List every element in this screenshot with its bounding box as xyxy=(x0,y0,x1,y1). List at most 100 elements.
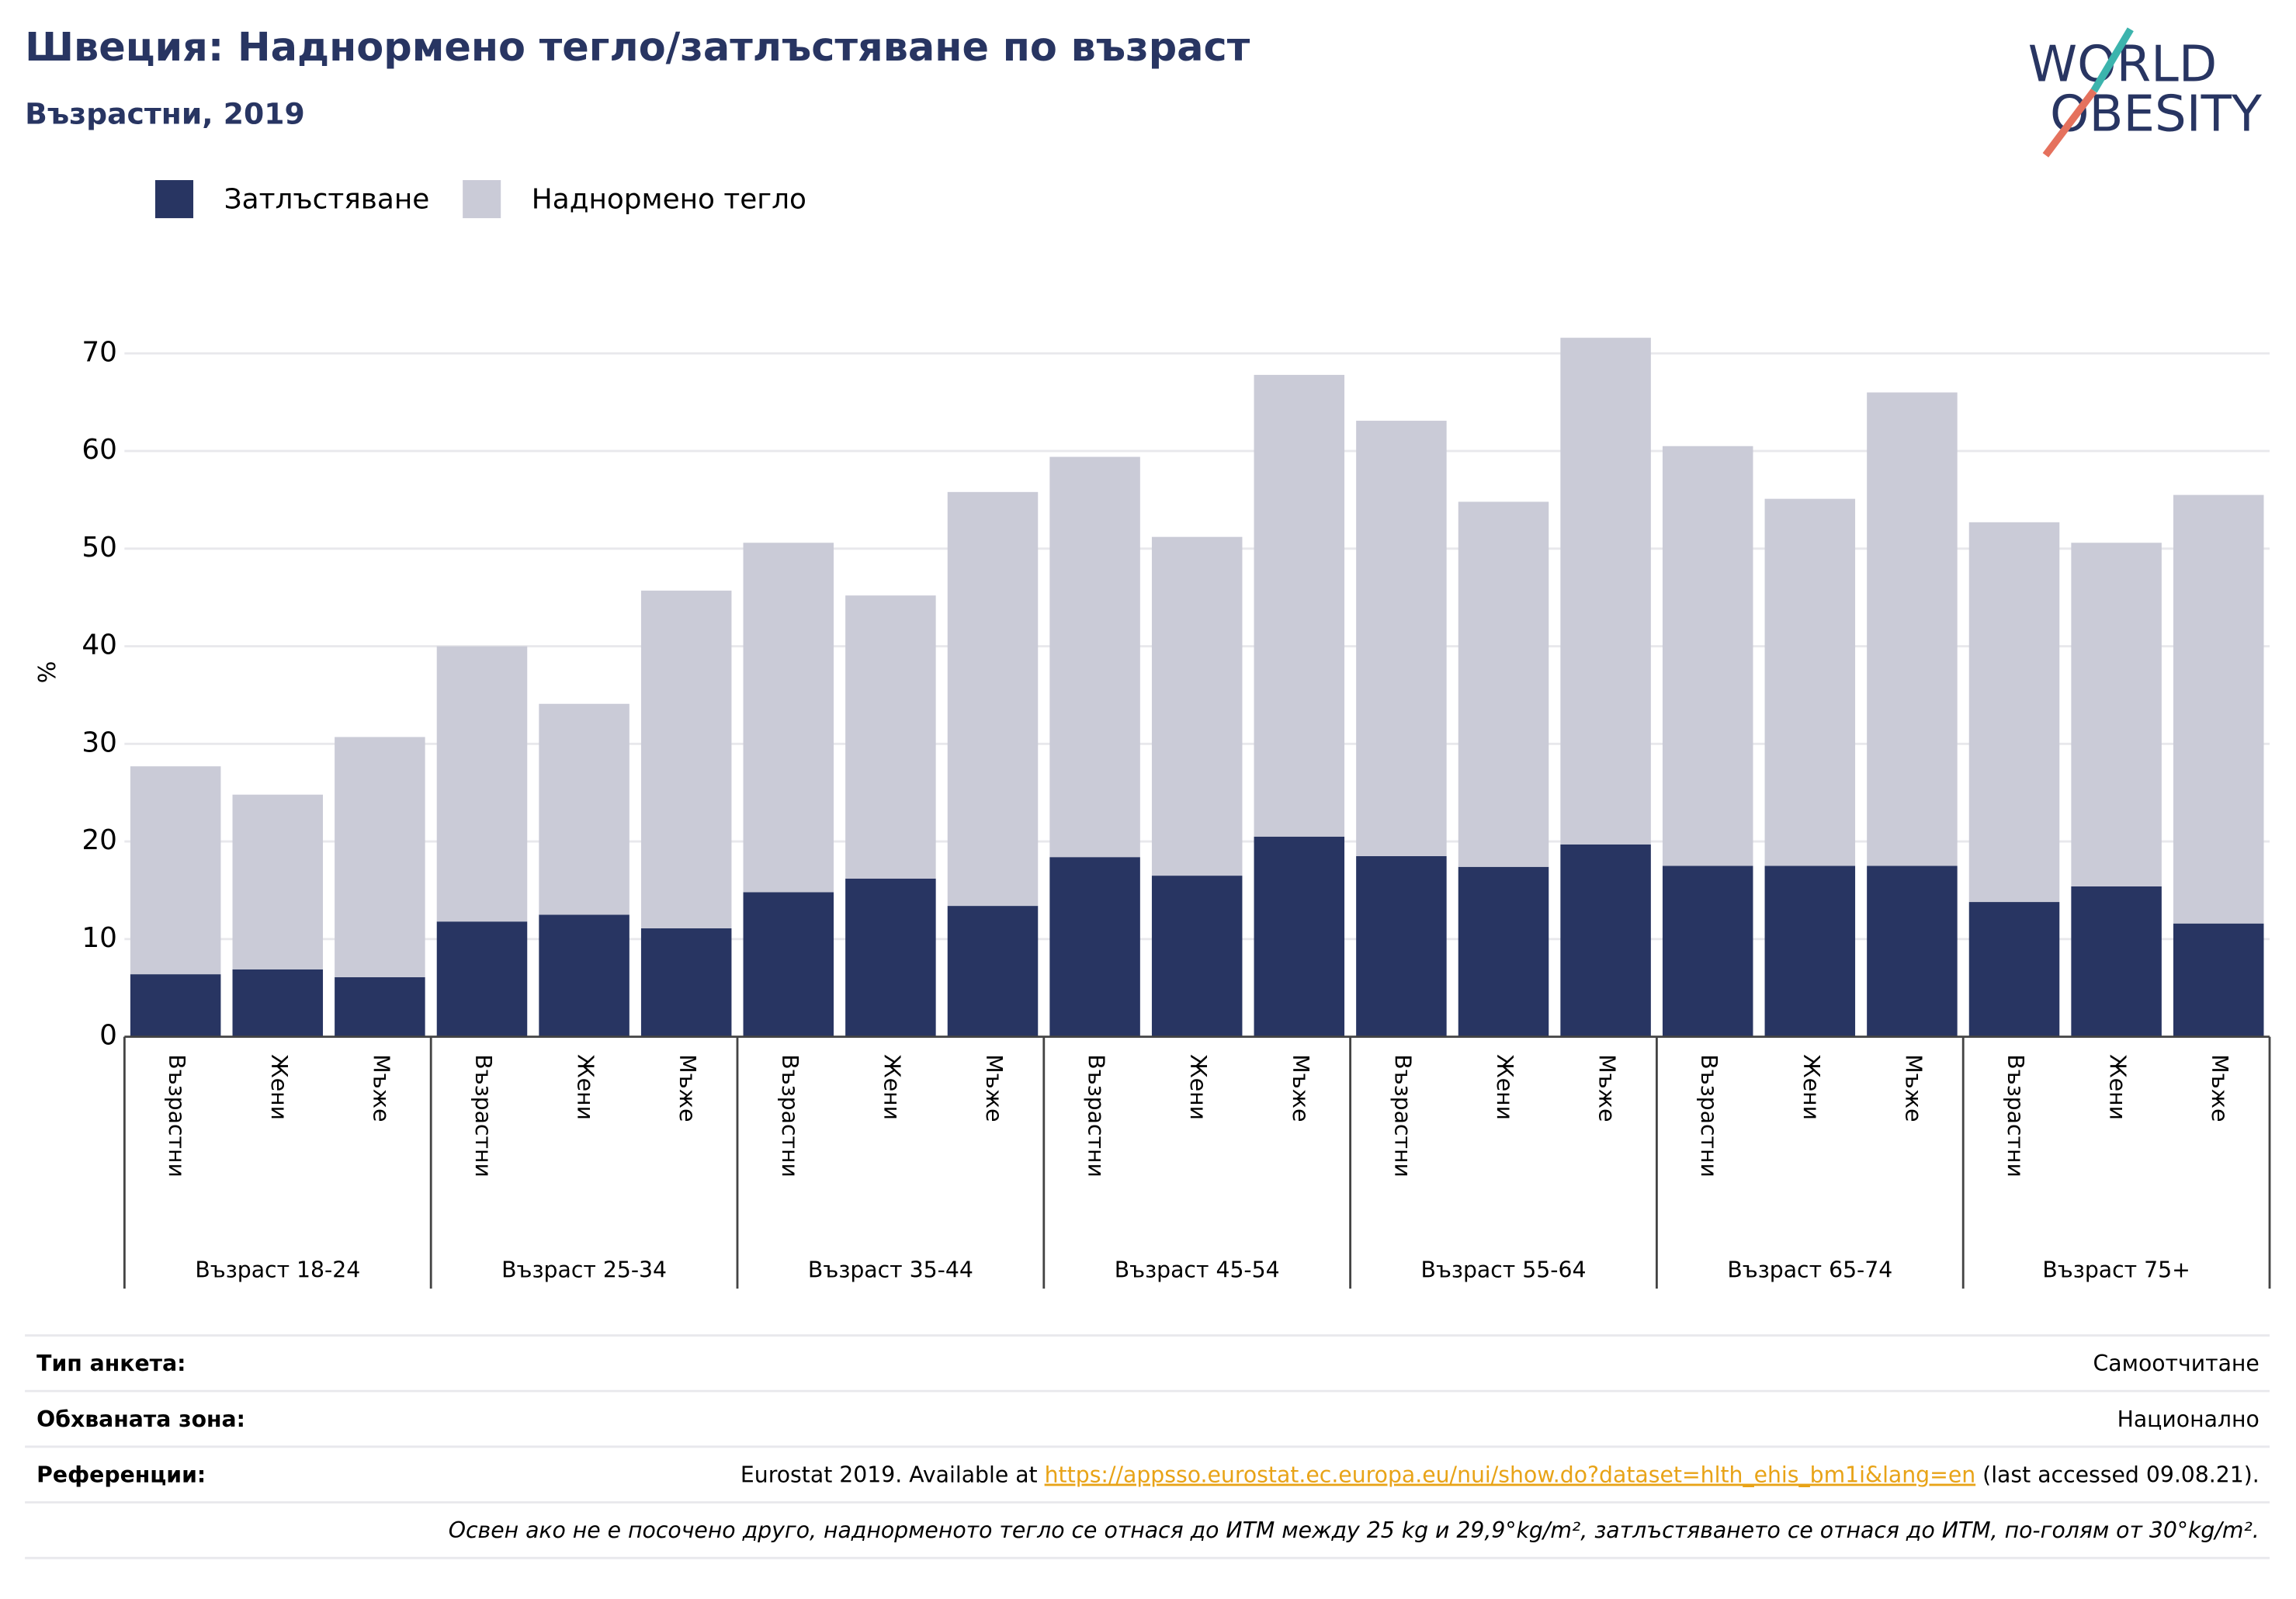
group-label: Възраст 25-34 xyxy=(501,1257,667,1282)
bar xyxy=(1764,865,1856,1037)
x-tick-label: Мъже xyxy=(2207,1054,2232,1122)
y-tick-label: 20 xyxy=(82,824,117,856)
group-label: Възраст 75+ xyxy=(2042,1257,2190,1282)
bar xyxy=(2071,543,2162,886)
x-tick-label: Възрастни xyxy=(1084,1054,1109,1178)
footer-label: Референции: xyxy=(36,1462,206,1488)
bar xyxy=(539,914,629,1037)
legend-swatch xyxy=(463,180,501,219)
x-tick-label: Жени xyxy=(879,1054,904,1120)
group-label: Възраст 65-74 xyxy=(1727,1257,1892,1282)
y-tick-label: 70 xyxy=(82,336,117,368)
group-label: Възраст 35-44 xyxy=(808,1257,973,1282)
bar xyxy=(1560,844,1651,1037)
y-tick-label: 50 xyxy=(82,532,117,564)
group-label: Възраст 45-54 xyxy=(1115,1257,1280,1282)
bar xyxy=(335,976,425,1037)
bar xyxy=(1560,338,1651,845)
chart-title: Швеция: Наднормено тегло/затлъстяване по… xyxy=(25,25,1250,71)
bar xyxy=(1867,392,1958,866)
bar xyxy=(947,906,1039,1037)
references-text: (last accessed 09.08.21). xyxy=(1975,1462,2260,1488)
bar xyxy=(130,766,221,975)
x-tick-label: Жени xyxy=(266,1054,292,1120)
x-tick-label: Възрастни xyxy=(470,1054,496,1178)
x-tick-label: Жени xyxy=(1185,1054,1211,1120)
bar xyxy=(436,646,528,922)
group-label: Възраст 55-64 xyxy=(1421,1257,1587,1282)
bar xyxy=(1049,857,1140,1037)
x-tick-label: Мъже xyxy=(1594,1054,1620,1122)
bar xyxy=(1254,374,1345,837)
y-tick-label: 40 xyxy=(82,630,117,661)
bar xyxy=(1968,522,2060,903)
x-tick-label: Мъже xyxy=(981,1054,1007,1122)
bar xyxy=(845,878,936,1037)
bar xyxy=(539,703,629,915)
x-tick-label: Жени xyxy=(1492,1054,1517,1120)
y-tick-label: 30 xyxy=(82,727,117,758)
x-tick-label: Възрастни xyxy=(1389,1054,1415,1178)
bar xyxy=(845,595,936,879)
logo-slash xyxy=(2042,88,2097,158)
y-tick-label: 0 xyxy=(99,1020,117,1052)
bar xyxy=(1356,421,1447,856)
bar xyxy=(640,928,732,1037)
x-tick-label: Мъже xyxy=(1288,1054,1313,1122)
bar xyxy=(2173,923,2264,1037)
bar xyxy=(1049,456,1140,858)
bar xyxy=(232,969,324,1037)
logo-slash xyxy=(2090,27,2134,93)
legend-swatch xyxy=(154,180,194,219)
footer-value: Самоотчитане xyxy=(2093,1351,2260,1376)
bar xyxy=(2071,886,2162,1037)
footer-label: Тип анкета: xyxy=(36,1351,186,1376)
bar xyxy=(436,921,528,1037)
y-tick-label: 60 xyxy=(82,434,117,466)
bar xyxy=(2173,494,2264,924)
x-tick-label: Жени xyxy=(2105,1054,2131,1120)
bar xyxy=(1254,836,1345,1037)
bar xyxy=(640,590,732,929)
x-tick-label: Възрастни xyxy=(777,1054,803,1178)
x-tick-label: Жени xyxy=(1798,1054,1824,1120)
bar xyxy=(1662,446,1753,866)
y-axis-label: % xyxy=(34,661,61,684)
chart-subtitle: Възрастни, 2019 xyxy=(25,97,305,131)
x-tick-label: Мъже xyxy=(1900,1054,1926,1122)
bar xyxy=(1458,501,1549,867)
x-tick-label: Възрастни xyxy=(164,1054,189,1178)
bar xyxy=(1458,866,1549,1037)
bar xyxy=(1764,498,1856,866)
bar xyxy=(232,794,324,969)
bar xyxy=(947,491,1039,907)
x-tick-label: Мъже xyxy=(368,1054,394,1122)
bar xyxy=(743,543,834,893)
bar xyxy=(335,737,425,977)
footer-note: Освен ако не е посочено друго, наднормен… xyxy=(449,1517,2260,1543)
references-link[interactable]: https://appsso.eurostat.ec.europa.eu/nui… xyxy=(1045,1462,1976,1488)
x-tick-label: Възрастни xyxy=(2003,1054,2028,1178)
x-tick-label: Жени xyxy=(573,1054,598,1120)
x-tick-label: Мъже xyxy=(675,1054,700,1122)
logo-text: OBESITY xyxy=(2050,85,2263,143)
legend-label: Затлъстяване xyxy=(224,183,430,215)
bar xyxy=(743,892,834,1037)
footer-label: Обхваната зона: xyxy=(36,1406,245,1432)
footer-value: Национално xyxy=(2117,1406,2260,1432)
group-label: Възраст 18-24 xyxy=(195,1257,360,1282)
x-tick-label: Възрастни xyxy=(1696,1054,1722,1178)
y-tick-label: 10 xyxy=(82,922,117,954)
bar xyxy=(1867,865,1958,1037)
logo: WORLD OBESITY xyxy=(2028,27,2263,158)
footer: Тип анкета: Самоотчитане Обхваната зона: На… xyxy=(25,1334,2270,1559)
bar xyxy=(1968,902,2060,1037)
bar xyxy=(1356,855,1447,1037)
bar xyxy=(1151,536,1243,876)
bar xyxy=(1151,876,1243,1037)
bar xyxy=(130,974,221,1037)
references: Eurostat 2019. Available at https://apps… xyxy=(740,1462,2260,1488)
references-text: Eurostat 2019. Available at xyxy=(740,1462,1045,1488)
legend-label: Наднормено тегло xyxy=(532,183,806,215)
